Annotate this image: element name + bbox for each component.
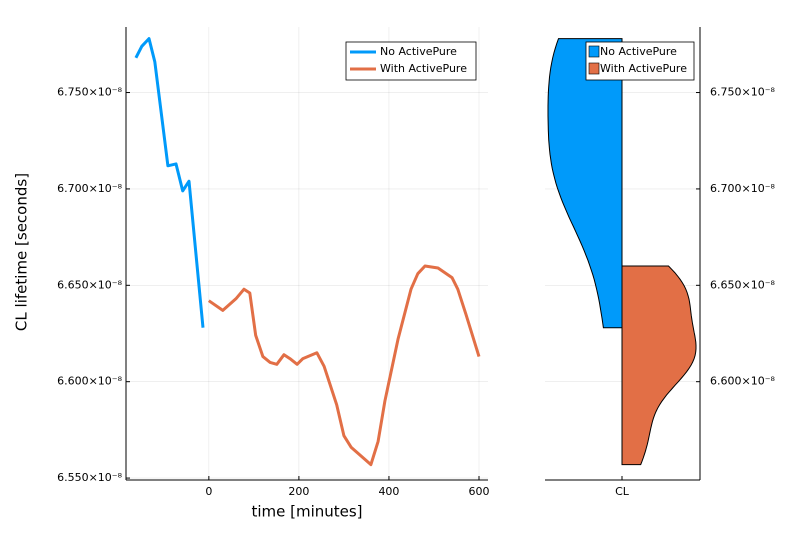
line-series — [134, 37, 205, 328]
y-tick-label: 6.550×10⁻⁸ — [57, 471, 123, 484]
y-tick-label: 6.600×10⁻⁸ — [57, 375, 123, 388]
y-tick-label: 6.700×10⁻⁸ — [57, 182, 123, 195]
y-tick-label: 6.700×10⁻⁸ — [710, 182, 776, 195]
legend-label: No ActivePure — [380, 45, 457, 58]
legend-label: No ActivePure — [600, 45, 677, 58]
legend-label: With ActivePure — [600, 62, 687, 75]
x-tick-label: 400 — [378, 485, 399, 498]
x-tick-label: 0 — [205, 485, 212, 498]
y-axis-label: CL lifetime [seconds] — [13, 173, 31, 331]
x-axis-label: time [minutes] — [251, 503, 362, 521]
y-tick-label: 6.750×10⁻⁸ — [710, 86, 776, 99]
legend-box — [345, 41, 477, 81]
y-tick-label: 6.650×10⁻⁸ — [710, 278, 776, 291]
line-series — [207, 264, 481, 467]
x-tick-label: CL — [615, 485, 630, 498]
y-tick-label: 6.650×10⁻⁸ — [57, 278, 123, 291]
legend-swatch — [588, 62, 600, 75]
x-tick-label: 200 — [288, 485, 309, 498]
violin-half — [547, 38, 623, 329]
legend-box — [585, 41, 695, 81]
legend-swatch — [588, 45, 600, 58]
legend-label: With ActivePure — [380, 62, 467, 75]
y-tick-label: 6.600×10⁻⁸ — [710, 375, 776, 388]
violin-half — [621, 265, 697, 466]
x-tick-label: 600 — [468, 485, 489, 498]
y-tick-label: 6.750×10⁻⁸ — [57, 86, 123, 99]
